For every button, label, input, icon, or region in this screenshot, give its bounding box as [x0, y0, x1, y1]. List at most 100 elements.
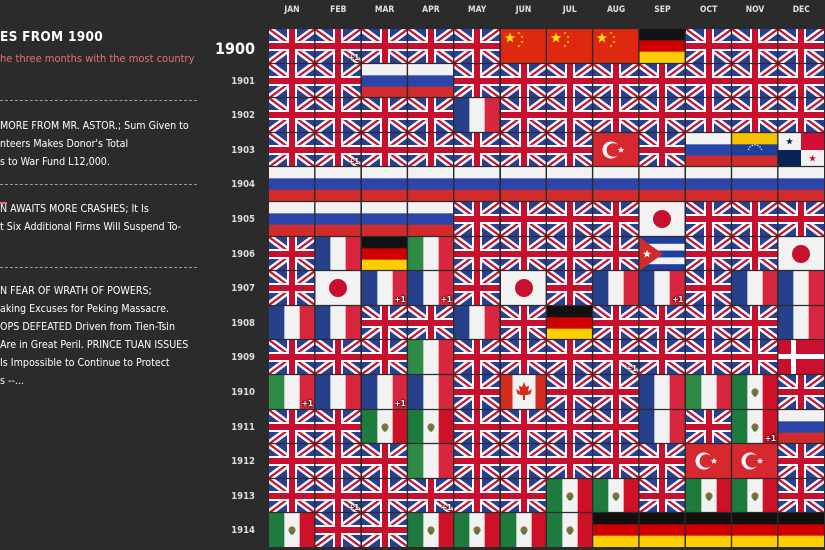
- flag-uk-1912-feb[interactable]: [315, 444, 362, 478]
- flag-venezuela-1903-nov[interactable]: [732, 133, 778, 167]
- flag-uk-1900-apr[interactable]: [407, 29, 454, 63]
- flag-uk-1906-aug[interactable]: [593, 237, 640, 271]
- flag-uk-1911-feb[interactable]: [315, 410, 362, 444]
- flag-mexico-1911-mar[interactable]: [361, 410, 408, 444]
- flag-uk-1908-mar[interactable]: [361, 306, 408, 340]
- flag-france-1907-aug[interactable]: [593, 271, 640, 305]
- flag-uk-1901-jul[interactable]: [546, 64, 593, 98]
- flag-uk-1910-may[interactable]: [454, 375, 501, 409]
- flag-uk-1908-nov[interactable]: [732, 306, 778, 340]
- flag-uk-1902-oct[interactable]: [685, 98, 732, 132]
- flag-uk-1911-aug[interactable]: [593, 410, 640, 444]
- flag-uk-1913-jun[interactable]: [500, 479, 547, 513]
- flag-uk-1909-jan[interactable]: [269, 340, 315, 374]
- flag-mexico-1914-may[interactable]: [454, 513, 501, 547]
- flag-denmark-1909-dec[interactable]: [778, 340, 825, 374]
- flag-uk-1903-mar[interactable]: [361, 133, 408, 167]
- flag-uk-1908-oct[interactable]: [685, 306, 732, 340]
- flag-japan-1906-dec[interactable]: [778, 237, 825, 271]
- flag-uk-1909-may[interactable]: [454, 340, 501, 374]
- flag-russia-1904-jul[interactable]: [546, 167, 593, 201]
- flag-uk-1901-may[interactable]: [454, 64, 501, 98]
- flag-uk-1911-may[interactable]: [454, 410, 501, 444]
- flag-france-1910-sep[interactable]: [639, 375, 686, 409]
- flag-uk-1911-jan[interactable]: [269, 410, 315, 444]
- flag-japan-1905-sep[interactable]: [639, 202, 686, 236]
- flag-turkey-1912-nov[interactable]: [732, 444, 778, 478]
- flag-russia-1905-apr[interactable]: [407, 202, 454, 236]
- headline-peking[interactable]: N FEAR OF WRATH OF POWERS; aking Excuses…: [0, 282, 188, 390]
- flag-germany-1914-nov[interactable]: [732, 513, 778, 547]
- flag-uk-1901-oct[interactable]: [685, 64, 732, 98]
- flag-italy-1910-oct[interactable]: [685, 375, 732, 409]
- flag-france-1907-sep[interactable]: +1: [639, 271, 686, 305]
- flag-russia-1904-oct[interactable]: [685, 167, 732, 201]
- flag-france-1908-jan[interactable]: [269, 306, 315, 340]
- flag-uk-1910-dec[interactable]: [778, 375, 825, 409]
- flag-mexico-1911-apr[interactable]: [407, 410, 454, 444]
- flag-uk-1902-nov[interactable]: [732, 98, 778, 132]
- flag-russia-1901-apr[interactable]: [407, 64, 454, 98]
- flag-italy-1909-apr[interactable]: [407, 340, 454, 374]
- flag-uk-1902-apr[interactable]: [407, 98, 454, 132]
- flag-uk-1903-feb[interactable]: +1: [315, 133, 362, 167]
- flag-uk-1903-apr[interactable]: [407, 133, 454, 167]
- flag-uk-1901-feb[interactable]: [315, 64, 362, 98]
- flag-uk-1906-nov[interactable]: [732, 237, 778, 271]
- flag-russia-1904-may[interactable]: [454, 167, 501, 201]
- headline-astor[interactable]: MORE FROM MR. ASTOR.; Sum Given to nteer…: [0, 117, 189, 171]
- flag-uk-1908-sep[interactable]: [639, 306, 686, 340]
- flag-uk-1910-jul[interactable]: [546, 375, 593, 409]
- flag-uk-1905-dec[interactable]: [778, 202, 825, 236]
- flag-china-1900-jul[interactable]: [546, 29, 593, 63]
- flag-mexico-1913-nov[interactable]: [732, 479, 778, 513]
- flag-italy-1912-apr[interactable]: [407, 444, 454, 478]
- flag-uk-1903-jun[interactable]: [500, 133, 547, 167]
- flag-germany-1900-sep[interactable]: [639, 29, 686, 63]
- flag-uk-1900-oct[interactable]: [685, 29, 732, 63]
- flag-russia-1903-oct[interactable]: [685, 133, 732, 167]
- flag-uk-1913-feb[interactable]: +1: [315, 479, 362, 513]
- flag-germany-1908-jul[interactable]: [546, 306, 593, 340]
- flag-mexico-1913-jul[interactable]: [546, 479, 593, 513]
- flag-france-1907-nov[interactable]: [732, 271, 778, 305]
- flag-uk-1909-jun[interactable]: [500, 340, 547, 374]
- flag-uk-1905-nov[interactable]: [732, 202, 778, 236]
- flag-russia-1904-sep[interactable]: [639, 167, 686, 201]
- flag-france-1906-feb[interactable]: [315, 237, 362, 271]
- flag-france-1907-mar[interactable]: +1: [361, 271, 408, 305]
- flag-uk-1912-dec[interactable]: [778, 444, 825, 478]
- flag-uk-1905-oct[interactable]: [685, 202, 732, 236]
- flag-uk-1905-aug[interactable]: [593, 202, 640, 236]
- flag-germany-1914-sep[interactable]: [639, 513, 686, 547]
- flag-uk-1911-jun[interactable]: [500, 410, 547, 444]
- flag-russia-1911-dec[interactable]: [778, 410, 825, 444]
- flag-uk-1912-sep[interactable]: [639, 444, 686, 478]
- flag-uk-1905-jul[interactable]: [546, 202, 593, 236]
- flag-germany-1906-mar[interactable]: [361, 237, 408, 271]
- flag-uk-1906-jul[interactable]: [546, 237, 593, 271]
- flag-germany-1914-oct[interactable]: [685, 513, 732, 547]
- flag-japan-1907-jun[interactable]: [500, 271, 547, 305]
- flag-russia-1905-mar[interactable]: [361, 202, 408, 236]
- flag-uk-1909-sep[interactable]: [639, 340, 686, 374]
- flag-mexico-1914-jan[interactable]: [269, 513, 315, 547]
- flag-mexico-1914-jun[interactable]: [500, 513, 547, 547]
- flag-uk-1902-aug[interactable]: [593, 98, 640, 132]
- flag-uk-1901-nov[interactable]: [732, 64, 778, 98]
- flag-cuba-1906-sep[interactable]: [639, 237, 686, 271]
- flag-uk-1900-mar[interactable]: [361, 29, 408, 63]
- flag-uk-1912-mar[interactable]: [361, 444, 408, 478]
- flag-uk-1912-jun[interactable]: [500, 444, 547, 478]
- flag-russia-1901-mar[interactable]: [361, 64, 408, 98]
- flag-uk-1913-may[interactable]: [454, 479, 501, 513]
- flag-uk-1909-aug[interactable]: +1: [593, 340, 640, 374]
- flag-uk-1914-feb[interactable]: [315, 513, 362, 547]
- flag-uk-1908-jun[interactable]: [500, 306, 547, 340]
- flag-uk-1900-may[interactable]: [454, 29, 501, 63]
- flag-uk-1906-may[interactable]: [454, 237, 501, 271]
- flag-germany-1914-aug[interactable]: [593, 513, 640, 547]
- flag-uk-1907-may[interactable]: [454, 271, 501, 305]
- flag-uk-1912-jan[interactable]: [269, 444, 315, 478]
- flag-uk-1903-jan[interactable]: [269, 133, 315, 167]
